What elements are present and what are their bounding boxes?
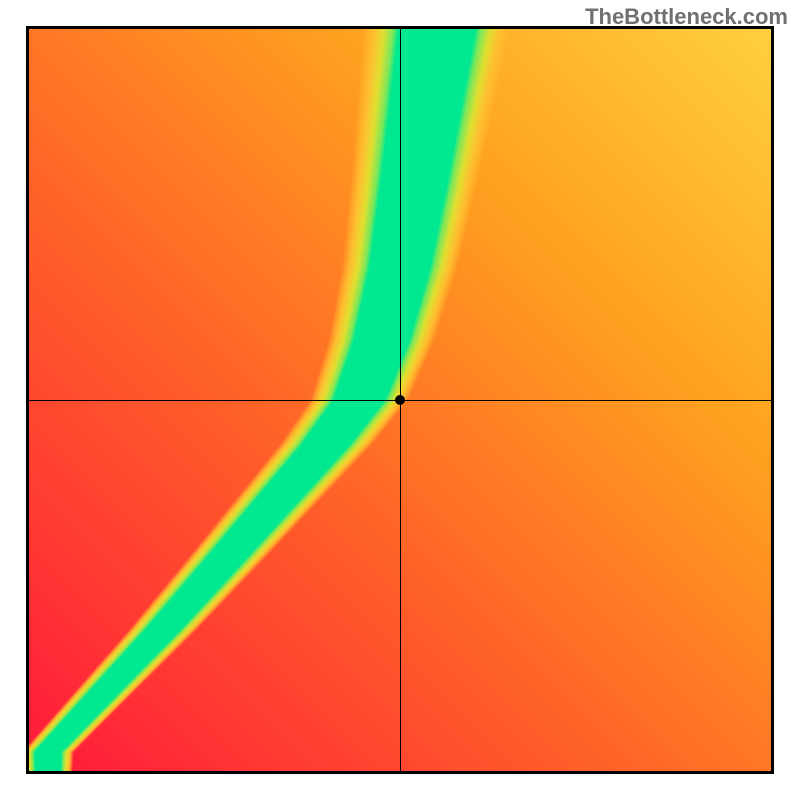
watermark-text: TheBottleneck.com bbox=[585, 4, 788, 30]
crosshair-dot bbox=[395, 395, 405, 405]
plot-border-bottom bbox=[26, 771, 774, 774]
plot-border-right bbox=[771, 26, 774, 774]
